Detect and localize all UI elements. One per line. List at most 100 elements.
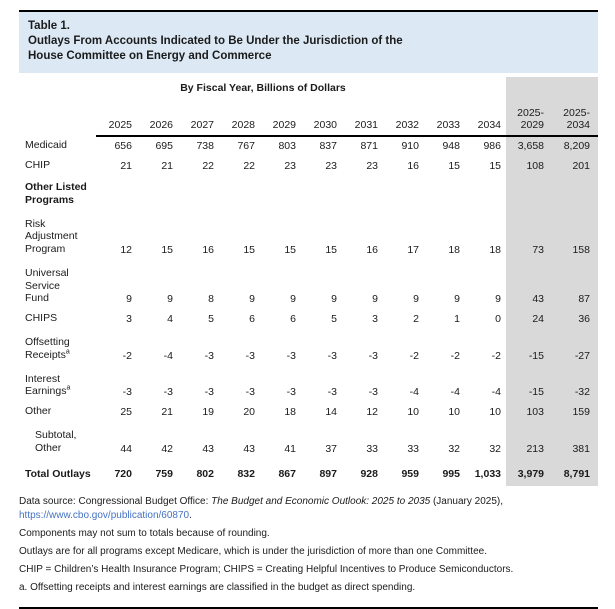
table-row: CHIPS 3 4 5 6 6 5 3 2 1 0 24 36 (19, 309, 598, 330)
value-cell: -3 (204, 349, 214, 362)
value-cell: 5 (331, 313, 337, 326)
table-row: Total Outlays 720 759 802 832 867 897 928 959 995… (19, 458, 598, 487)
value-cell: 5 (208, 313, 214, 326)
value-cell: 22 (243, 159, 255, 172)
sum-value-cell: 43 (506, 259, 552, 310)
value-cell: 23 (284, 159, 296, 172)
table-header: 2025 2026 2027 2028 2029 2030 2031 2032 2033 2034… (19, 76, 598, 138)
value-cell: 9 (495, 293, 501, 306)
value-cell: 656 (114, 140, 132, 153)
table-title-line1: Outlays From Accounts Indicated to Be Un… (28, 35, 403, 48)
value-cell: -3 (327, 349, 337, 362)
value-cell: -2 (122, 349, 132, 362)
value-cell: 10 (489, 406, 501, 419)
table-row: Other Listed Programs (19, 175, 598, 211)
value-cell: 18 (448, 243, 460, 256)
value-cell: 738 (196, 140, 214, 153)
column-header-year: 2030 (301, 76, 342, 138)
value-cell: 37 (325, 442, 337, 455)
sum-value-cell: 8,791 (552, 458, 598, 487)
value-cell: 910 (401, 140, 419, 153)
footnote-marker: a (65, 348, 70, 356)
value-cell: -4 (450, 386, 460, 399)
footnote-source: Data source: Congressional Budget Office… (19, 495, 598, 521)
value-cell: 21 (161, 159, 173, 172)
value-cell: 1,033 (474, 468, 501, 481)
column-header-year: 2033 (424, 76, 465, 138)
row-label: Universal Service Fund (25, 266, 69, 305)
value-cell: 16 (407, 159, 419, 172)
value-cell: 42 (161, 442, 173, 455)
value-cell: 928 (360, 468, 378, 481)
sum-value-cell: 103 (506, 402, 552, 423)
value-cell (342, 176, 383, 211)
value-cell (465, 176, 506, 211)
column-header-year: 2025 (96, 76, 137, 138)
value-cell: -3 (204, 386, 214, 399)
value-cell: 837 (319, 140, 337, 153)
value-cell (96, 176, 137, 211)
row-label: CHIP (25, 159, 51, 172)
footnote-marker: a (66, 384, 71, 392)
table-row: Interest Earningsa -3 -3 -3 -3 -3 -3 -3 -4 -4 -4 -15… (19, 365, 598, 403)
value-cell: 23 (325, 159, 337, 172)
sum-value-cell: -15 (506, 365, 552, 403)
value-cell: 871 (360, 140, 378, 153)
sum-value-cell (506, 175, 552, 211)
table-row: Offsetting Receiptsa -2 -4 -3 -3 -3 -3 -3 -2 -2 -2-… (19, 329, 598, 366)
sum-value-cell: -15 (506, 329, 552, 366)
value-cell: 10 (448, 406, 460, 419)
value-cell: 1 (454, 313, 460, 326)
value-cell: 15 (448, 159, 460, 172)
value-cell (260, 176, 301, 211)
table-row: Medicaid 656 695 738 767 803 837 871 910 948 986 3,… (19, 136, 598, 157)
value-cell: 22 (202, 159, 214, 172)
sum-value-cell: 87 (552, 259, 598, 310)
value-cell (178, 176, 219, 211)
column-header-year: 2034 (465, 76, 506, 138)
value-cell: 41 (284, 442, 296, 455)
value-cell: 832 (237, 468, 255, 481)
row-label: Offsetting Receiptsa (25, 336, 70, 361)
footnote-source-suffix: (January 2025), (430, 496, 504, 508)
value-cell: 44 (120, 442, 132, 455)
value-cell: -3 (368, 349, 378, 362)
sum-value-cell: -32 (552, 365, 598, 403)
value-cell: 32 (489, 442, 501, 455)
footnote-a: a. Offsetting receipts and interest earn… (19, 582, 416, 594)
value-cell: 10 (407, 406, 419, 419)
sum-value-cell: 108 (506, 156, 552, 176)
value-cell: 759 (155, 468, 173, 481)
value-cell: 33 (366, 442, 378, 455)
value-cell: 9 (290, 293, 296, 306)
table-number: Table 1. (28, 20, 70, 32)
table-body: Medicaid 656 695 738 767 803 837 871 910 948 986 3,… (19, 136, 598, 487)
value-cell: -3 (122, 386, 132, 399)
value-cell: 897 (319, 468, 337, 481)
footnote-source-prefix: Data source: Congressional Budget Office… (19, 496, 212, 508)
value-cell: 3 (126, 313, 132, 326)
value-cell: 16 (202, 243, 214, 256)
outlays-table: 2025 2026 2027 2028 2029 2030 2031 2032 2033 2034… (19, 76, 598, 487)
footnote-source-period: . (189, 509, 192, 521)
value-cell: 15 (325, 243, 337, 256)
table-title-block: Table 1. Outlays From Accounts Indicated… (19, 12, 598, 73)
column-header-year: 2029 (260, 76, 301, 138)
value-cell: 14 (325, 406, 337, 419)
value-cell: 21 (120, 159, 132, 172)
source-link[interactable]: https://www.cbo.gov/publication/60870 (19, 509, 190, 521)
row-label: Subtotal, Other (35, 429, 77, 454)
sum-value-cell: 158 (552, 210, 598, 260)
value-cell: -3 (245, 349, 255, 362)
row-label: Other (25, 405, 52, 418)
value-cell: 12 (366, 406, 378, 419)
value-cell: 959 (401, 468, 419, 481)
value-cell: 20 (243, 406, 255, 419)
row-label: Interest Earningsa (25, 372, 71, 398)
value-cell: 867 (278, 468, 296, 481)
column-header-year: 2028 (219, 76, 260, 138)
column-header-range: 2025- 2029 (506, 76, 552, 138)
sum-value-cell: -27 (552, 329, 598, 366)
top-rule (19, 10, 598, 12)
footnote-source-title: The Budget and Economic Outlook: 2025 to… (211, 496, 431, 508)
